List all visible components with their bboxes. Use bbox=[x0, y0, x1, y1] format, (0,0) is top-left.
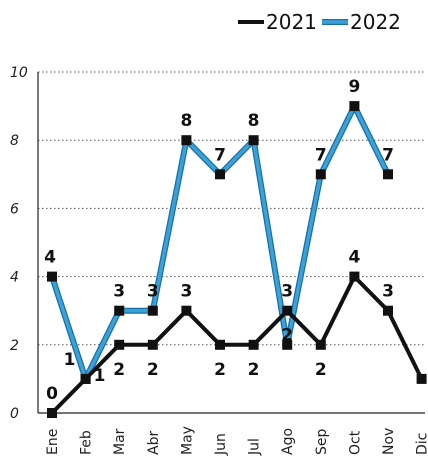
y-tick-label: 2 bbox=[10, 338, 19, 354]
data-label-2021: 1 bbox=[94, 366, 106, 386]
series-2022-point bbox=[248, 135, 259, 146]
x-tick-label: Dic bbox=[415, 433, 428, 455]
series-2021-point bbox=[114, 339, 125, 350]
grid-lines bbox=[38, 71, 425, 346]
data-labels: 01223222243141338783797 bbox=[44, 77, 428, 404]
data-label-2022: 3 bbox=[147, 282, 159, 302]
x-axis-ticks: Ene Feb Mar Abr May Jun Jul Ago Sep Oct Nov Dic bbox=[45, 426, 428, 456]
data-label-2021: 2 bbox=[113, 360, 125, 380]
series-2021-point bbox=[383, 305, 393, 316]
x-tick-label: May bbox=[179, 426, 195, 455]
data-label-2022: 7 bbox=[382, 145, 394, 165]
series-2021-point bbox=[416, 373, 427, 384]
data-label-2022: 8 bbox=[248, 111, 260, 131]
data-label-2022: 8 bbox=[180, 111, 192, 131]
series-2022-point bbox=[215, 169, 225, 180]
axes bbox=[37, 72, 425, 414]
data-label-2021: 3 bbox=[382, 282, 394, 302]
data-label-2022: 3 bbox=[281, 282, 293, 302]
data-label-2021: 2 bbox=[315, 360, 327, 380]
data-label-2021: 2 bbox=[248, 360, 260, 380]
legend-label-2022: 2022 bbox=[350, 10, 401, 34]
data-label-2022: 3 bbox=[113, 282, 125, 302]
series-2022-point bbox=[47, 271, 57, 282]
y-tick-label: 8 bbox=[10, 133, 19, 149]
x-tick-label: Feb bbox=[79, 430, 95, 455]
data-label-2021: 2 bbox=[147, 360, 159, 380]
series-2022-point bbox=[147, 305, 158, 316]
series-2022-point bbox=[315, 169, 326, 180]
series-2022-point bbox=[181, 135, 192, 146]
data-label-2021: 3 bbox=[180, 282, 192, 302]
series-2021-point bbox=[181, 305, 192, 316]
series-2021-point bbox=[349, 271, 360, 282]
series-2021-point bbox=[80, 373, 91, 384]
data-label-2022: 4 bbox=[44, 248, 56, 268]
series-2021-point bbox=[47, 408, 57, 418]
series-2022-point bbox=[383, 169, 393, 180]
data-label-2021: 4 bbox=[348, 248, 360, 268]
data-label-2022: 9 bbox=[348, 77, 360, 97]
x-tick-label: Jun bbox=[213, 433, 229, 456]
series-2021-point bbox=[215, 339, 225, 350]
data-label-2022: 7 bbox=[214, 145, 226, 165]
y-tick-label: 6 bbox=[10, 201, 19, 217]
x-tick-label: Abr bbox=[146, 431, 162, 455]
x-tick-label: Ene bbox=[45, 429, 61, 455]
y-tick-label: 0 bbox=[10, 406, 19, 422]
series-2021-point bbox=[282, 305, 293, 316]
data-label-2022: 7 bbox=[315, 145, 327, 165]
y-axis-ticks: 0 2 4 6 8 10 bbox=[10, 65, 28, 422]
x-tick-label: Nov bbox=[381, 428, 397, 455]
y-tick-label: 10 bbox=[10, 65, 28, 81]
series-2021-point bbox=[315, 339, 326, 350]
data-label-2021: 0 bbox=[46, 384, 58, 404]
data-label-2021: 2 bbox=[281, 326, 293, 346]
series-group bbox=[47, 101, 427, 418]
legend-label-2021: 2021 bbox=[266, 10, 317, 34]
x-tick-label: Ago bbox=[280, 428, 296, 455]
series-2021-point bbox=[147, 339, 158, 350]
data-label-2021: 2 bbox=[214, 360, 226, 380]
x-tick-label: Mar bbox=[112, 428, 128, 455]
legend: 2021 2022 bbox=[238, 10, 401, 34]
x-tick-label: Oct bbox=[347, 430, 363, 455]
series-2021-line bbox=[50, 274, 424, 415]
series-2022-point bbox=[114, 305, 125, 316]
x-tick-label: Sep bbox=[314, 429, 330, 456]
y-tick-label: 4 bbox=[10, 270, 19, 286]
series-2022-point bbox=[349, 101, 360, 112]
series-2021-point bbox=[248, 339, 259, 350]
x-tick-label: Jul bbox=[247, 438, 263, 456]
series-2022-point bbox=[282, 339, 293, 350]
data-label-2022: 1 bbox=[64, 350, 76, 370]
